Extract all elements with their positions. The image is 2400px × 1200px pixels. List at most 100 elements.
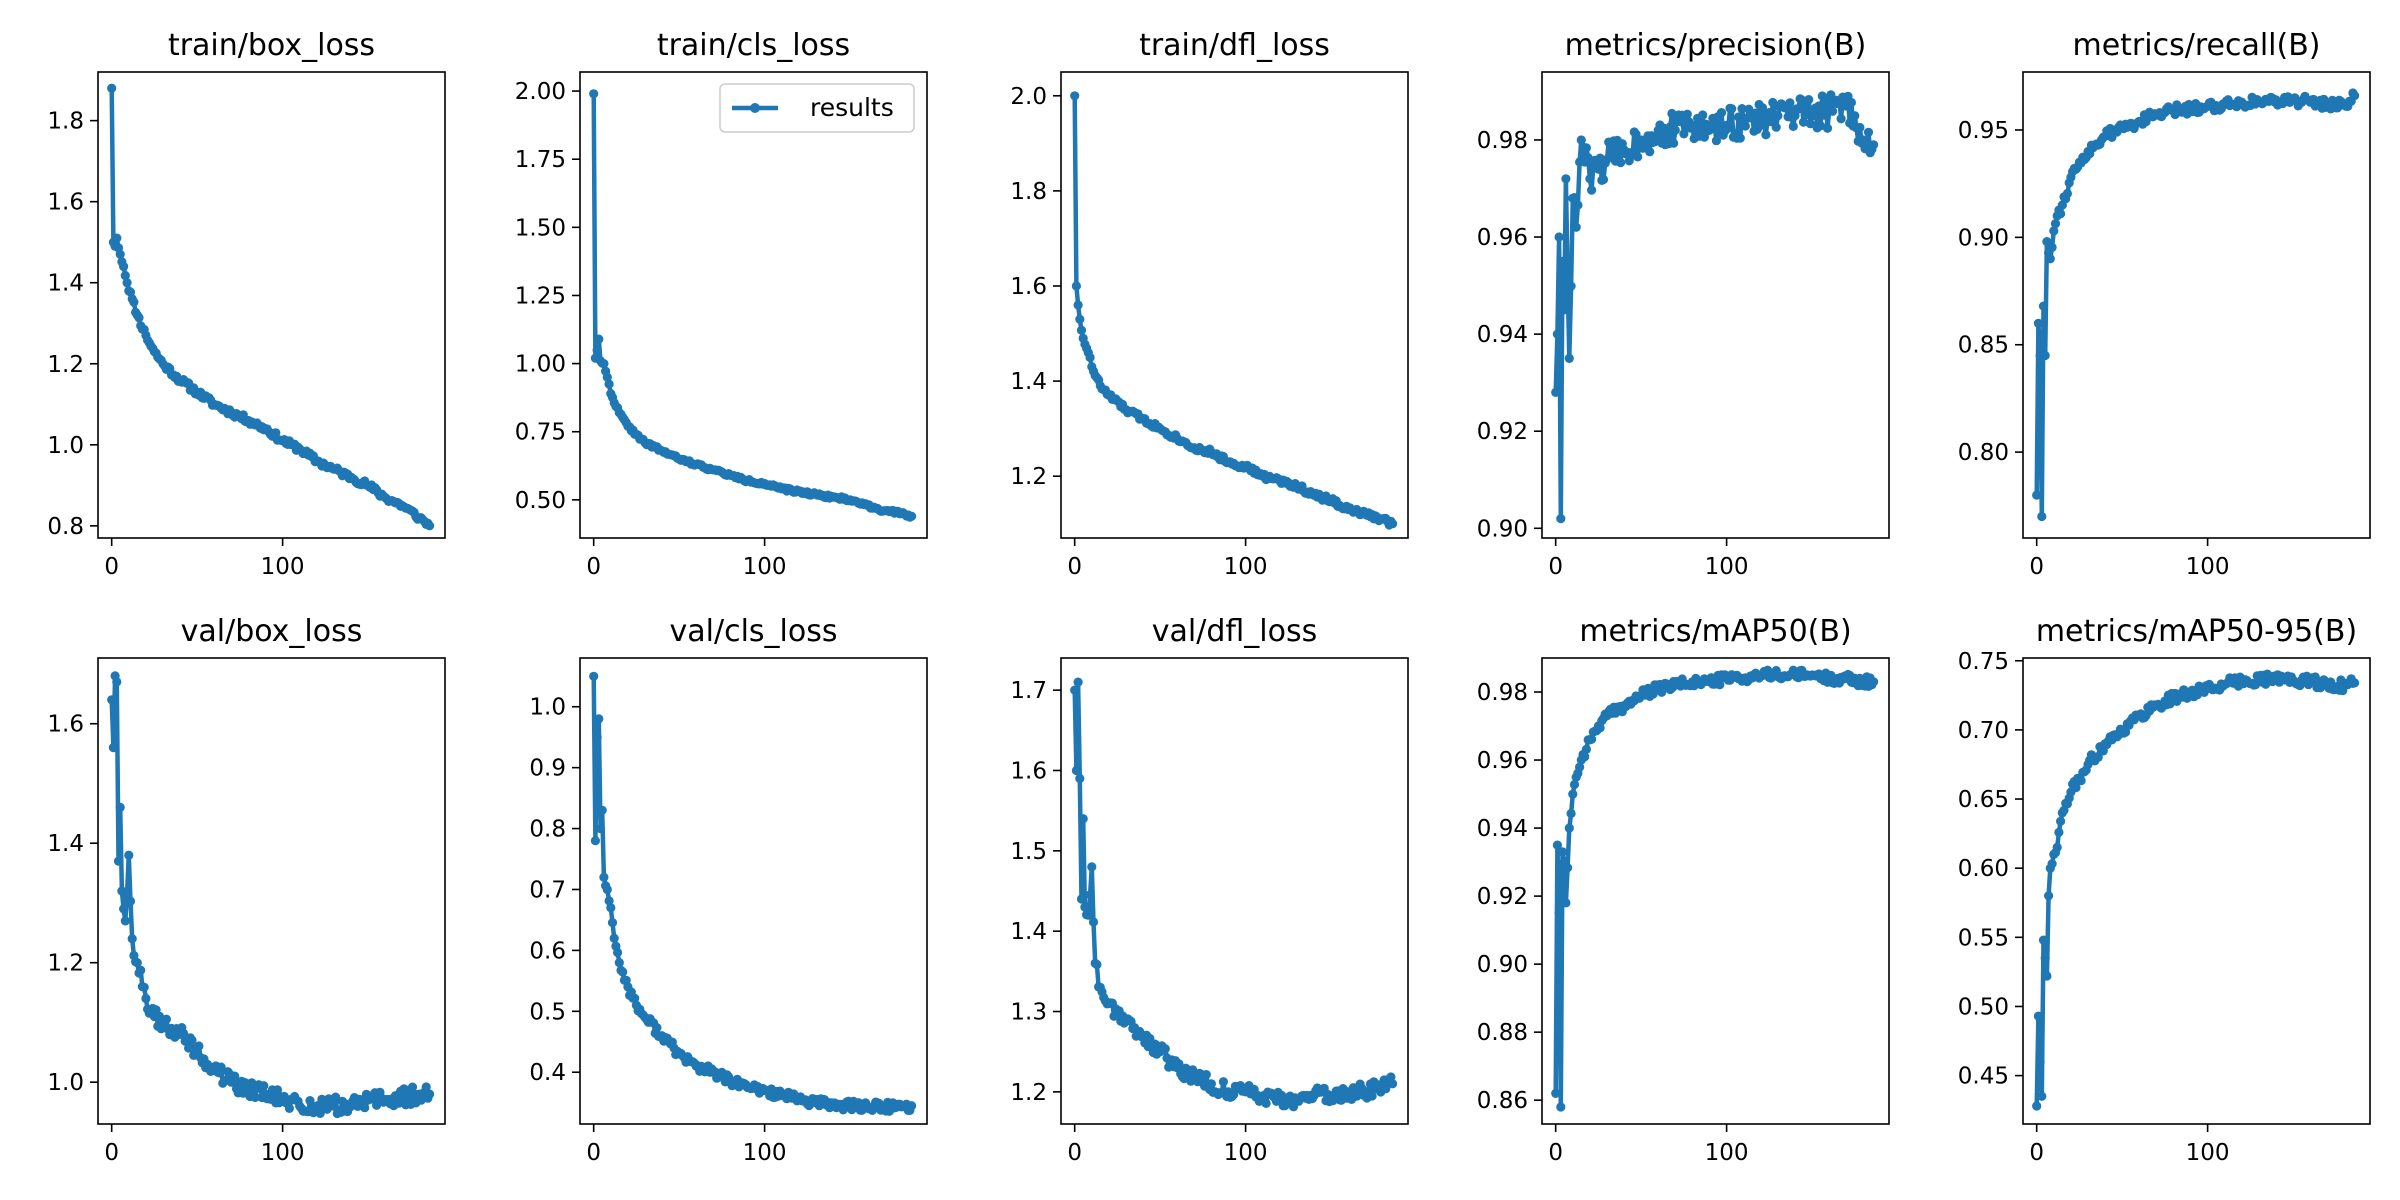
data-point [1800,110,1810,120]
data-point [594,334,604,344]
data-point [1088,917,1099,927]
y-tick-label: 0.75 [515,420,566,446]
x-tick-label: 0 [104,554,119,580]
data-point [2042,971,2052,981]
data-point [1561,898,1571,908]
data-point [1076,325,1087,335]
data-point [1551,387,1561,397]
data-point [609,933,619,943]
data-point [132,958,142,968]
data-point [1551,1088,1561,1098]
data-point [1569,193,1580,203]
data-point [122,887,132,897]
axes-frame [2022,657,2371,1125]
series-line-results [109,85,432,529]
y-tick-label: 0.50 [1958,994,2009,1020]
data-point [271,428,281,438]
data-point [1616,158,1626,168]
data-point [614,958,624,968]
data-point [1585,174,1595,184]
plot-title: metrics/precision(B) [1565,28,1867,63]
data-point [1607,146,1617,156]
axes-frame [579,657,928,1125]
y-tick-label: 0.94 [1477,322,1528,348]
x-tick-label: 100 [1705,554,1749,580]
y-tick-label: 1.75 [515,147,566,173]
data-point [2037,1091,2047,1101]
data-point [1761,130,1771,140]
data-point [1160,1044,1170,1054]
subplot-train-dfl-loss: train/dfl_loss 1.2 1.4 1.6 1.8 2.0 0 100 [1010,28,1409,580]
y-tick-label: 0.90 [1477,516,1528,542]
data-point [1711,136,1721,146]
y-tick-label: 0.98 [1477,680,1528,706]
data-point [1552,329,1562,339]
data-point [604,379,614,389]
axes-frame [1060,657,1409,1125]
data-point [1352,1091,1362,1101]
data-point [120,271,130,281]
data-point [161,1014,171,1024]
data-point [1793,104,1803,114]
data-point [1071,281,1081,291]
data-point [1078,814,1088,824]
data-point [1554,232,1564,242]
data-point [1846,97,1856,108]
y-tick-label: 0.86 [1477,1088,1528,1114]
data-point [1850,111,1860,121]
series-line-results [1553,667,1876,1110]
legend-marker [750,103,760,113]
y-tick-label: 0.4 [529,1060,566,1086]
plot-title: train/cls_loss [657,28,850,63]
data-point [120,916,130,926]
data-point [1571,222,1581,232]
data-point [595,824,606,834]
data-point [1569,779,1580,790]
data-point [250,1092,260,1102]
data-point [230,1071,240,1081]
subplot-metrics-map50-b-: metrics/mAP50(B) 0.86 0.88 0.90 0.92 0.94 0.96… [1477,614,1890,1166]
plot-title: val/cls_loss [670,614,838,649]
data-point [2045,254,2055,264]
y-tick-label: 1.4 [47,271,84,297]
data-point [1855,122,1865,133]
data-point [1229,1090,1239,1100]
data-point [1670,125,1680,135]
data-point [1076,894,1087,904]
subplot-train-box-loss: train/box_loss 0.8 1.0 1.2 1.4 1.6 1.8 0 100 [47,28,446,580]
data-point [1075,773,1085,784]
y-tick-label: 1.4 [1010,369,1047,395]
plot-title: metrics/mAP50(B) [1579,614,1851,649]
data-point [2350,91,2360,101]
data-point [1735,133,1745,143]
y-tick-label: 1.8 [1010,179,1047,205]
y-tick-label: 1.00 [515,352,566,378]
data-point [1564,823,1574,833]
y-tick-label: 1.8 [47,109,84,135]
data-point [652,1023,662,1033]
axes-frame [1060,71,1409,539]
data-point [139,982,149,992]
subplot-metrics-recall-b-: metrics/recall(B) 0.80 0.85 0.90 0.95 0 100 [1958,28,2371,580]
y-tick-label: 1.7 [1010,678,1047,704]
data-point [597,805,607,815]
data-point [1737,104,1747,114]
data-point [1073,300,1083,310]
x-tick-label: 0 [104,1140,119,1166]
y-tick-label: 1.6 [1010,758,1047,784]
data-point [1863,127,1874,137]
data-point [1557,256,1568,266]
subplot-metrics-map50-95-b-: metrics/mAP50-95(B) 0.45 0.50 0.55 0.60 0.65 0… [1958,614,2371,1166]
data-point [1828,106,1838,116]
data-point [194,1041,204,1051]
data-point [1206,1079,1216,1089]
data-point [1075,314,1085,324]
data-point [1388,1079,1398,1089]
data-point [2035,1057,2045,1067]
data-point [372,1100,382,1110]
data-point [2047,242,2057,252]
data-point [1698,110,1708,120]
legend-box [719,83,915,133]
data-point [141,993,151,1004]
data-point [1554,908,1564,918]
